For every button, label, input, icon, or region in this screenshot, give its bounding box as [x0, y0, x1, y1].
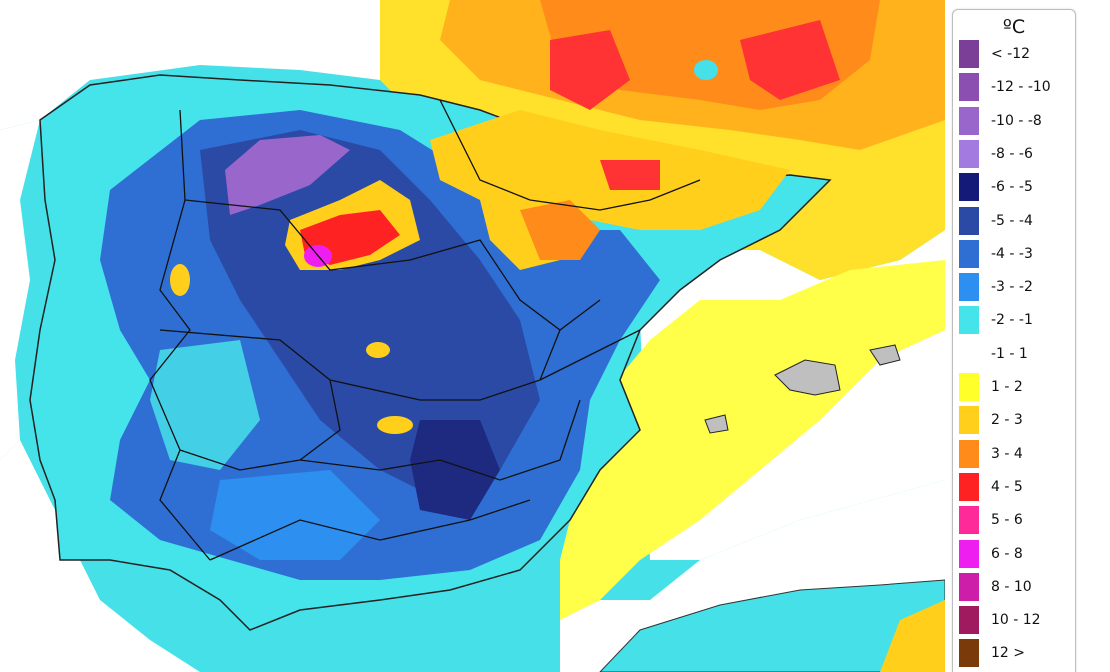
- legend-label: 8 - 10: [991, 578, 1032, 595]
- legend-swatch: [959, 139, 979, 168]
- ibiza-island: [704, 414, 729, 434]
- legend-item: -4 - -3: [959, 239, 1073, 268]
- legend-swatch: [959, 439, 979, 468]
- legend-label: 6 - 8: [991, 545, 1023, 562]
- legend-item: 8 - 10: [959, 572, 1073, 601]
- sea-neutral-west: [0, 120, 40, 460]
- area-pyrenees-hotspot: [600, 160, 660, 190]
- legend-swatch: [959, 73, 979, 102]
- sea-neutral-north: [0, 0, 380, 130]
- legend-label: 1 - 2: [991, 379, 1023, 395]
- legend-swatch: [959, 539, 979, 568]
- legend-item: 6 - 8: [959, 539, 1073, 568]
- legend-item: 2 - 3: [959, 406, 1073, 435]
- legend-label: -4 - -3: [991, 245, 1033, 262]
- area-andalusia-cool: [210, 470, 380, 560]
- legend-item: 10 - 12: [959, 606, 1073, 635]
- legend-item: -2 - -1: [959, 306, 1073, 335]
- legend-swatch: [959, 606, 979, 635]
- area-extremadura-mild: [150, 340, 260, 470]
- legend-label: -10 - -8: [991, 112, 1042, 129]
- sea-neutral-southwest: [0, 440, 200, 672]
- legend-item: -10 - -8: [959, 106, 1073, 135]
- legend-item: 12 >: [959, 639, 1073, 668]
- legend-swatch: [959, 273, 979, 302]
- legend-swatch: [959, 239, 979, 268]
- legend-label: -3 - -2: [991, 279, 1033, 296]
- legend-swatch: [959, 40, 979, 68]
- area-madrid-warm-spot: [366, 342, 390, 358]
- legend-item: -5 - -4: [959, 206, 1073, 235]
- legend-label: -12 - -10: [991, 79, 1051, 96]
- legend-swatch: [959, 472, 979, 501]
- legend-swatch: [959, 173, 979, 202]
- legend-label: < -12: [991, 46, 1031, 62]
- map-canvas: [0, 0, 945, 672]
- legend-item: -6 - -5: [959, 173, 1073, 202]
- area-cantabria-extreme-cold: [225, 135, 350, 215]
- legend-item: 3 - 4: [959, 439, 1073, 468]
- menorca-island: [869, 344, 901, 366]
- area-africa-warm: [880, 600, 945, 672]
- legend-item: -3 - -2: [959, 273, 1073, 302]
- legend-item: 5 - 6: [959, 506, 1073, 535]
- area-lamancha-warm-spot: [377, 416, 413, 434]
- legend-swatch: [959, 339, 979, 368]
- legend-label: -1 - 1: [991, 345, 1028, 362]
- north-africa-coast: [599, 579, 945, 672]
- legend-label: 4 - 5: [991, 478, 1023, 495]
- legend-item: -12 - -10: [959, 73, 1073, 102]
- area-ebro-hot: [520, 200, 600, 260]
- legend-swatch: [959, 406, 979, 435]
- legend-label: 2 - 3: [991, 412, 1023, 429]
- area-central-very-cold: [200, 130, 540, 500]
- legend-item: -1 - 1: [959, 339, 1073, 368]
- temperature-legend: ºC < -12 -12 - -10 -10 - -8 -8 - -6 -6 - -5 -…: [952, 9, 1076, 672]
- legend-label: -5 - -4: [991, 212, 1033, 229]
- mallorca-island: [774, 359, 841, 396]
- area-france-hotspot-2: [740, 20, 840, 100]
- legend-swatch: [959, 106, 979, 135]
- legend-swatch: [959, 506, 979, 535]
- legend-label: -6 - -5: [991, 179, 1033, 196]
- legend-title: ºC: [1002, 16, 1026, 38]
- legend-swatch: [959, 306, 979, 335]
- area-france-hotspot-1: [550, 30, 630, 110]
- legend-swatch: [959, 572, 979, 601]
- area-france-cold-spot: [694, 60, 718, 80]
- legend-item: 1 - 2: [959, 373, 1073, 401]
- legend-swatch: [959, 639, 979, 668]
- region-borders: [149, 99, 701, 561]
- legend-label: 10 - 12: [991, 612, 1041, 629]
- area-southeast-deep-cold: [410, 420, 500, 520]
- legend-label: 3 - 4: [991, 445, 1023, 462]
- area-portugal-warm-spot: [170, 264, 190, 296]
- legend-swatch: [959, 206, 979, 235]
- legend-item: < -12: [959, 40, 1073, 68]
- legend-item: -8 - -6: [959, 139, 1073, 168]
- legend-swatch: [959, 373, 979, 401]
- legend-item: 4 - 5: [959, 472, 1073, 501]
- legend-label: -2 - -1: [991, 312, 1033, 329]
- legend-label: 12 >: [991, 645, 1025, 662]
- temperature-anomaly-map: [0, 0, 945, 672]
- legend-label: 5 - 6: [991, 512, 1023, 529]
- area-mediterranean-warm: [560, 260, 945, 620]
- legend-label: -8 - -6: [991, 145, 1033, 162]
